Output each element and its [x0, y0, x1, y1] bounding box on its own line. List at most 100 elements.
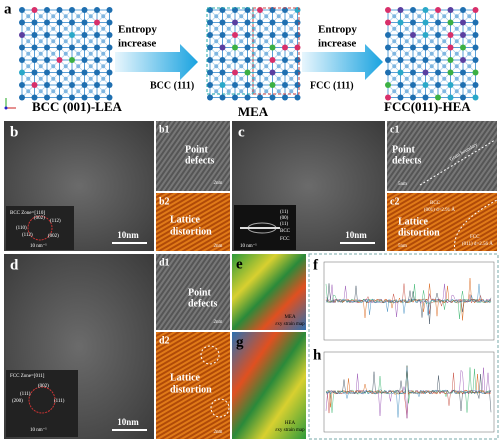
atom	[44, 82, 50, 88]
atom	[207, 69, 213, 76]
hrtem-image	[387, 193, 497, 251]
spot-label: (110)	[16, 226, 27, 231]
atom	[294, 44, 301, 51]
annotation: defects	[392, 155, 422, 166]
spot-label: BCC	[280, 229, 291, 234]
atom	[397, 94, 404, 101]
atom	[101, 76, 106, 81]
atom	[385, 69, 391, 76]
atom	[447, 19, 454, 26]
atom	[239, 26, 244, 31]
scale-bar	[340, 242, 375, 244]
atom	[257, 32, 263, 38]
atom	[63, 76, 68, 81]
atom	[269, 44, 276, 51]
atom	[257, 94, 263, 101]
panel-label: b	[10, 124, 18, 140]
atom	[26, 39, 31, 44]
atom	[251, 51, 256, 56]
scale-label: 10 nm⁻¹	[30, 427, 47, 433]
spot-label: (002)	[48, 234, 59, 239]
atom	[219, 32, 226, 38]
scale-label: 10nm	[345, 230, 367, 240]
atom	[429, 26, 434, 31]
atom	[269, 82, 276, 88]
atom	[94, 94, 100, 101]
atom	[51, 14, 56, 19]
atom	[101, 14, 106, 19]
atom	[19, 69, 25, 76]
atom	[19, 7, 25, 13]
atom	[294, 19, 301, 26]
atom	[269, 19, 276, 26]
atom	[454, 51, 459, 56]
atom	[31, 7, 38, 13]
atom	[38, 14, 43, 19]
atom	[257, 57, 263, 63]
annotation: Point	[188, 287, 211, 298]
atom	[435, 7, 441, 13]
atom	[276, 39, 281, 44]
atom	[460, 82, 466, 88]
atom	[294, 69, 301, 76]
structure-label: FCC(011)-HEA	[384, 99, 471, 114]
atom	[467, 64, 472, 69]
atom	[404, 76, 409, 81]
atom	[106, 69, 113, 76]
atom	[294, 82, 301, 88]
atom	[435, 57, 441, 63]
atom	[239, 51, 244, 56]
arrow-label: Entropy	[118, 24, 157, 36]
atom	[467, 51, 472, 56]
atom	[214, 39, 219, 44]
atom	[251, 76, 256, 81]
atom	[81, 82, 88, 88]
atom	[226, 89, 231, 94]
atom	[232, 57, 238, 63]
strain-map	[232, 332, 306, 439]
atom	[385, 44, 391, 51]
atom	[232, 44, 238, 51]
atom	[276, 76, 281, 81]
atom	[69, 7, 75, 13]
atom	[447, 69, 454, 76]
atom	[282, 94, 288, 101]
atom	[51, 39, 56, 44]
atom	[282, 44, 288, 51]
atom	[63, 89, 68, 94]
atom	[244, 32, 251, 38]
atom	[276, 64, 281, 69]
atom	[214, 76, 219, 81]
atom	[282, 82, 288, 88]
atom	[51, 26, 56, 31]
trace	[325, 366, 492, 408]
annotation: (001) d=2.91 Å	[424, 207, 455, 213]
atom	[276, 14, 281, 19]
atom	[422, 32, 429, 38]
atom	[397, 32, 404, 38]
atom	[397, 19, 404, 26]
atom	[276, 89, 281, 94]
atom	[460, 44, 466, 51]
atom	[88, 26, 93, 31]
atom	[447, 44, 454, 51]
atom	[276, 51, 281, 56]
atom	[214, 89, 219, 94]
atom	[244, 57, 251, 63]
atom	[385, 7, 391, 13]
atom	[232, 82, 238, 88]
atom	[385, 19, 391, 26]
atom	[44, 32, 50, 38]
atom	[251, 89, 256, 94]
atom	[69, 82, 75, 88]
atom	[392, 26, 397, 31]
atom	[264, 14, 269, 19]
diffraction-ring	[28, 386, 56, 414]
atom	[417, 89, 422, 94]
spot-label: (00)	[280, 216, 289, 221]
panel-label: d1	[159, 257, 170, 268]
atom	[44, 94, 50, 101]
atom	[19, 32, 25, 38]
annotation: Lattice	[170, 214, 201, 225]
